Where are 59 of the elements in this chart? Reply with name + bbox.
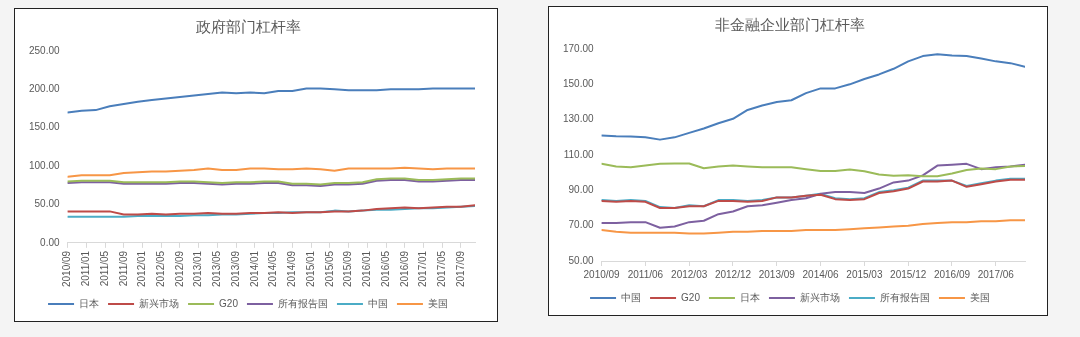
- y-tick-label: 170.00: [562, 42, 595, 54]
- x-tick-label: 2012/12: [714, 268, 752, 280]
- x-tick-label: 2014/09: [286, 250, 298, 288]
- x-tick-label: 2014/01: [248, 250, 260, 288]
- x-tick-label: 2015/05: [323, 250, 335, 288]
- chart-title: 非金融企业部门杠杆率: [715, 15, 865, 34]
- x-tick-label: 2016/09: [398, 250, 410, 288]
- legend-label: 美国: [427, 297, 448, 309]
- chart-title: 政府部门杠杆率: [195, 17, 301, 36]
- y-tick-label: 50.00: [34, 198, 61, 210]
- legend-label: 所有报告国: [277, 297, 328, 309]
- legend-label: 新兴市场: [139, 297, 180, 309]
- legend-label: 美国: [969, 291, 990, 303]
- x-tick-label: 2013/09: [229, 250, 241, 288]
- x-tick-label: 2014/06: [802, 268, 840, 280]
- legend-label: 日本: [739, 291, 760, 303]
- x-tick-label: 2017/05: [435, 250, 447, 288]
- legend-label: G20: [219, 297, 239, 309]
- x-tick-label: 2013/09: [758, 268, 796, 280]
- x-tick-label: 2017/01: [417, 250, 429, 288]
- y-tick-label: 0.00: [40, 236, 61, 248]
- y-tick-label: 130.00: [562, 113, 595, 125]
- y-tick-label: 200.00: [28, 83, 61, 95]
- x-tick-label: 2012/01: [136, 250, 148, 288]
- y-tick-label: 250.00: [28, 44, 61, 56]
- x-tick-label: 2012/09: [173, 250, 185, 288]
- x-tick-label: 2011/01: [80, 250, 92, 287]
- x-tick-label: 2010/09: [61, 250, 73, 288]
- y-tick-label: 70.00: [568, 219, 595, 231]
- x-tick-label: 2015/03: [846, 268, 883, 280]
- x-tick-label: 2016/05: [379, 250, 391, 288]
- x-tick-label: 2013/05: [211, 250, 223, 288]
- x-tick-label: 2011/05: [98, 250, 110, 287]
- x-tick-label: 2013/01: [192, 250, 204, 288]
- legend-label: G20: [681, 291, 701, 303]
- y-tick-label: 110.00: [563, 148, 595, 160]
- x-tick-label: 2015/09: [342, 250, 354, 288]
- x-tick-label: 2011/09: [117, 250, 129, 287]
- legend-label: 中国: [367, 297, 388, 309]
- x-tick-label: 2015/01: [304, 250, 316, 288]
- x-tick-label: 2015/12: [890, 268, 927, 280]
- x-tick-label: 2016/09: [933, 268, 971, 280]
- x-tick-label: 2011/06: [627, 268, 664, 280]
- legend-label: 日本: [79, 297, 100, 309]
- y-tick-label: 50.00: [568, 254, 595, 266]
- x-tick-label: 2010/09: [583, 268, 621, 280]
- x-tick-label: 2014/05: [267, 250, 279, 288]
- legend-label: 新兴市场: [799, 291, 840, 303]
- legend-label: 所有报告国: [879, 291, 930, 303]
- x-tick-label: 2017/06: [977, 268, 1015, 280]
- x-tick-label: 2012/03: [671, 268, 708, 280]
- y-tick-label: 150.00: [562, 78, 595, 90]
- y-tick-label: 150.00: [28, 121, 61, 133]
- legend-label: 中国: [621, 291, 642, 303]
- x-tick-label: 2017/09: [454, 250, 466, 288]
- x-tick-label: 2016/01: [361, 250, 373, 288]
- y-tick-label: 90.00: [568, 184, 595, 196]
- x-tick-label: 2012/05: [154, 250, 166, 288]
- y-tick-label: 100.00: [28, 159, 61, 171]
